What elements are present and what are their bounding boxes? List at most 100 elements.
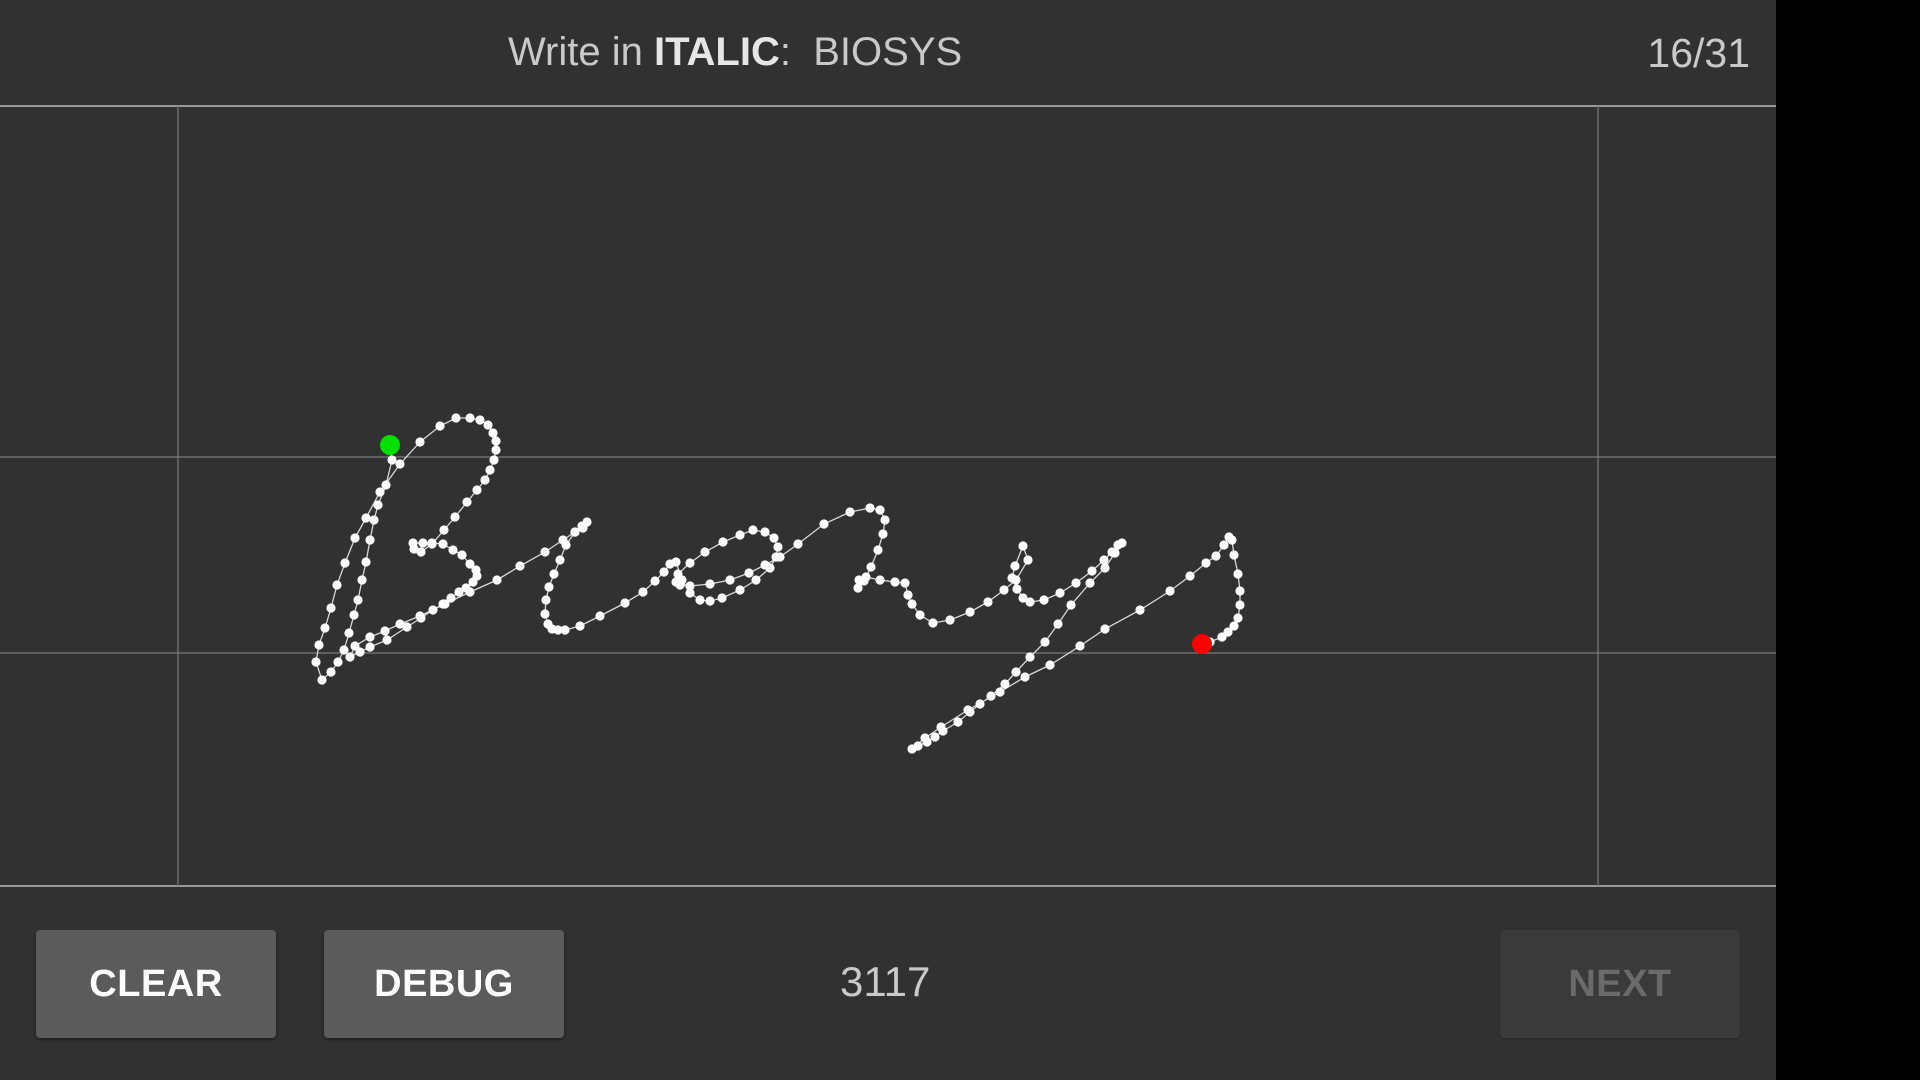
stroke-point (311, 657, 321, 667)
stroke-point (488, 428, 498, 438)
stroke-point (890, 577, 900, 587)
stroke-point (365, 535, 375, 545)
stroke-point (878, 529, 888, 539)
stroke-point (361, 513, 371, 523)
stroke-point (415, 611, 425, 621)
stroke-point (369, 515, 379, 525)
stroke-point (345, 652, 355, 662)
stroke-point (475, 415, 485, 425)
stroke-point (365, 632, 375, 642)
stroke-point (577, 521, 587, 531)
stroke-point (1100, 563, 1110, 573)
stroke-point (963, 705, 973, 715)
stroke-point (555, 555, 565, 565)
stroke-point (673, 569, 683, 579)
stroke-point (387, 455, 397, 465)
stroke-point (1018, 593, 1028, 603)
stroke-point (462, 497, 472, 507)
stroke-point (515, 561, 525, 571)
clear-button[interactable]: CLEAR (36, 930, 276, 1038)
stroke-point (1025, 652, 1035, 662)
stroke-point (718, 537, 728, 547)
instruction-prefix: Write in (508, 30, 654, 74)
stroke-point (570, 527, 580, 537)
stroke-point (875, 505, 885, 515)
stroke-point (748, 525, 758, 535)
stroke-point (650, 576, 660, 586)
stroke-point (349, 610, 359, 620)
stroke-point (1233, 613, 1243, 623)
stroke-point (854, 575, 864, 585)
stroke-point (936, 722, 946, 732)
stroke-point (907, 744, 917, 754)
stroke-point (427, 538, 437, 548)
stroke-point (418, 538, 428, 548)
stroke-point (866, 562, 876, 572)
stroke-point (1235, 600, 1245, 610)
stroke-point (695, 595, 705, 605)
stroke-point (350, 641, 360, 651)
stroke-point (357, 575, 367, 585)
stroke-point (1012, 584, 1022, 594)
stroke-point (1066, 600, 1076, 610)
stroke-point (705, 596, 715, 606)
drawing-surface[interactable] (0, 105, 1776, 887)
guide-lines (0, 105, 1776, 887)
stroke-point (920, 733, 930, 743)
drawing-canvas[interactable] (0, 105, 1776, 887)
stroke-markers (380, 435, 1212, 654)
next-button[interactable]: NEXT (1500, 930, 1740, 1038)
stroke-point (1020, 672, 1030, 682)
stroke-point (986, 691, 996, 701)
debug-button[interactable]: DEBUG (324, 930, 564, 1038)
stroke-point (903, 590, 913, 600)
stroke-point (333, 657, 343, 667)
stroke-point (735, 530, 745, 540)
stroke-point (1025, 597, 1035, 607)
stroke-point (900, 578, 910, 588)
instruction-colon: : (779, 30, 791, 74)
stroke-point (320, 623, 330, 633)
stroke-point (1219, 540, 1229, 550)
stroke-point (685, 588, 695, 598)
target-word: BIOSYS (813, 30, 963, 74)
stroke-point (1085, 578, 1095, 588)
stroke-point (751, 575, 761, 585)
stroke-point (465, 413, 475, 423)
stroke-point (365, 642, 375, 652)
stroke-point (485, 465, 495, 475)
end-point-marker (1192, 634, 1212, 654)
stroke-point (326, 667, 336, 677)
stroke-point (1201, 558, 1211, 568)
stroke-point (448, 545, 458, 555)
stroke-point (480, 475, 490, 485)
stroke-point (314, 640, 324, 650)
stroke-point (725, 575, 735, 585)
stroke-point (1165, 586, 1175, 596)
progress-counter: 16/31 (1647, 30, 1750, 76)
stroke-point (875, 575, 885, 585)
stroke-point (340, 558, 350, 568)
stroke-point (1099, 555, 1109, 565)
stroke-point (1053, 619, 1063, 629)
stroke-point (1045, 660, 1055, 670)
stroke-point (465, 587, 475, 597)
stroke-point (1100, 624, 1110, 634)
stroke-point (465, 559, 475, 569)
stroke-point (975, 699, 985, 709)
stroke-point (1110, 548, 1120, 558)
stroke-point (1018, 541, 1028, 551)
stroke-point (773, 542, 783, 552)
stroke-point (402, 622, 412, 632)
stroke-point (435, 421, 445, 431)
stroke-point (595, 611, 605, 621)
stroke-point (1235, 586, 1245, 596)
stroke-point (1007, 573, 1017, 583)
stroke-point (468, 577, 478, 587)
stroke-point (344, 628, 354, 638)
stroke-point (415, 437, 425, 447)
stroke-point (775, 552, 785, 562)
style-word: ITALIC (653, 30, 780, 74)
stroke-point (381, 480, 391, 490)
stroke-point (1233, 569, 1243, 579)
